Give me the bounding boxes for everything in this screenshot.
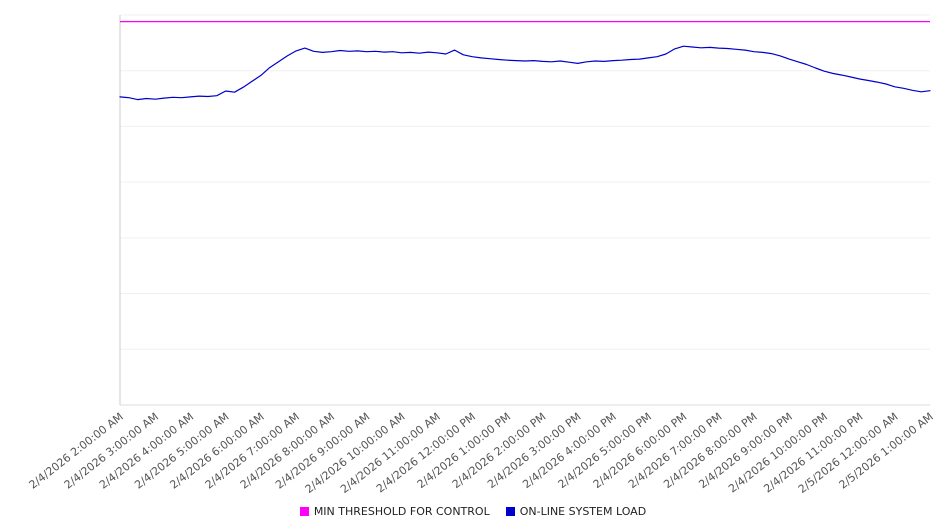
legend-item-system-load[interactable]: ON-LINE SYSTEM LOAD <box>505 504 647 518</box>
system-load-line <box>119 45 931 101</box>
legend-swatch-min-threshold-icon <box>299 506 309 516</box>
legend-label-system-load: ON-LINE SYSTEM LOAD <box>519 504 647 518</box>
chart-legend: MIN THRESHOLD FOR CONTROL ON-LINE SYSTEM… <box>0 496 946 526</box>
chart-plot-area: 2/4/2026 2:00:00 AM2/4/2026 3:00:00 AM2/… <box>27 14 936 496</box>
legend-label-min-threshold: MIN THRESHOLD FOR CONTROL <box>313 504 490 518</box>
legend-item-min-threshold[interactable]: MIN THRESHOLD FOR CONTROL <box>299 504 490 518</box>
legend-swatch-system-load-icon <box>505 506 515 516</box>
